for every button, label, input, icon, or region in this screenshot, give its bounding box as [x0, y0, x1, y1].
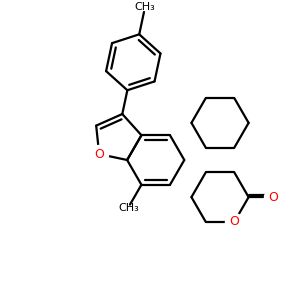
Text: CH₃: CH₃	[135, 2, 155, 12]
Text: CH₃: CH₃	[118, 202, 139, 212]
Text: O: O	[230, 215, 239, 228]
Text: O: O	[268, 190, 278, 204]
Text: O: O	[94, 148, 104, 160]
